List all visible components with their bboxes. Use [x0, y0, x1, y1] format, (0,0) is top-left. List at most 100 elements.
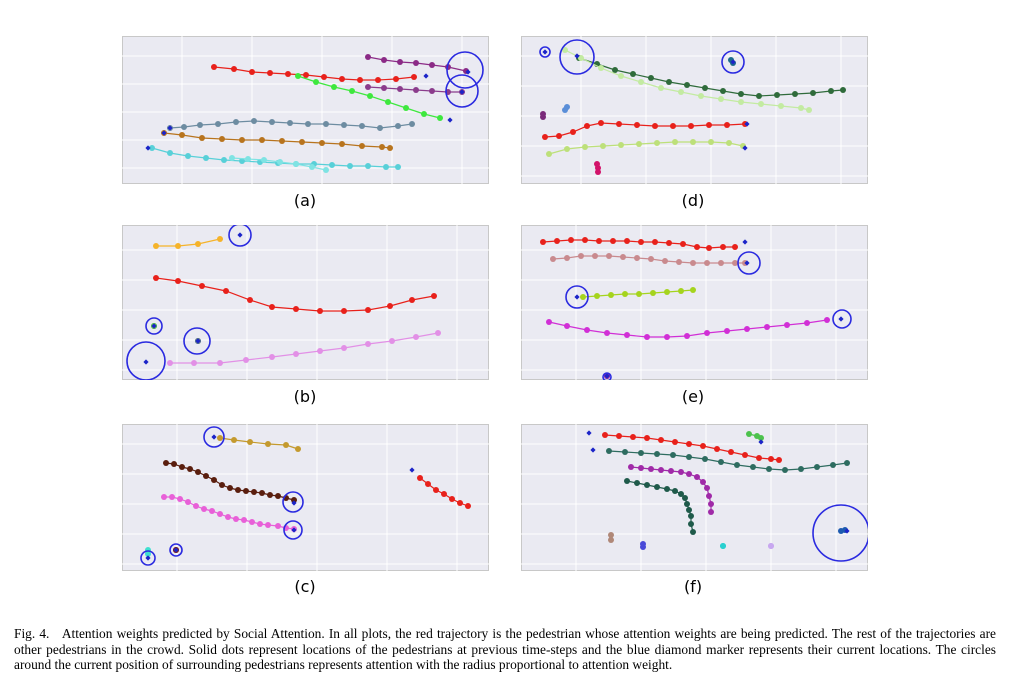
- trajectory-point: [259, 490, 265, 496]
- trajectory-point: [686, 471, 692, 477]
- trajectory-teal: [606, 448, 850, 473]
- trajectory-point: [305, 121, 311, 127]
- trajectory-point: [367, 93, 373, 99]
- trajectory-point: [179, 464, 185, 470]
- trajectory-point: [684, 501, 690, 507]
- trajectory-point: [678, 288, 684, 294]
- trajectory-line: [170, 332, 439, 364]
- panel-a: (a): [122, 36, 489, 210]
- current-location-diamond: [291, 500, 297, 506]
- trajectory-point: [275, 493, 281, 499]
- trajectory-point: [668, 468, 674, 474]
- trajectory-point: [598, 120, 604, 126]
- trajectory-point: [844, 460, 850, 466]
- current-location-diamond: [409, 467, 415, 473]
- trajectory-point: [554, 238, 560, 244]
- trajectory-point: [175, 278, 181, 284]
- trajectory-point: [732, 260, 738, 266]
- trajectory-point: [630, 71, 636, 77]
- trajectory-red: [602, 432, 782, 463]
- current-location-diamond: [604, 373, 610, 379]
- trajectory-point: [714, 446, 720, 452]
- trajectory-point: [556, 133, 562, 139]
- trajectory-rose: [550, 253, 748, 266]
- trajectory-point: [413, 87, 419, 93]
- trajectory-point: [684, 82, 690, 88]
- trajectory-point: [261, 157, 267, 163]
- trajectory-point: [542, 134, 548, 140]
- trajectory-point: [223, 288, 229, 294]
- trajectory-point: [341, 345, 347, 351]
- trajectory-green-stub: [746, 431, 764, 441]
- trajectory-point: [167, 360, 173, 366]
- trajectory-point: [700, 443, 706, 449]
- trajectory-point: [594, 293, 600, 299]
- grid-c: [122, 424, 489, 571]
- trajectory-point: [648, 75, 654, 81]
- trajectory-point: [604, 330, 610, 336]
- trajectory-point: [678, 469, 684, 475]
- panel-e: (e): [521, 225, 868, 406]
- trajectory-point: [670, 452, 676, 458]
- trajectory-point: [323, 167, 329, 173]
- trajectory-point: [359, 123, 365, 129]
- trajectory-violet: [167, 330, 441, 366]
- current-location-diamond: [211, 434, 217, 440]
- trajectory-point: [341, 308, 347, 314]
- trajectory-point: [798, 105, 804, 111]
- trajectory-point: [768, 456, 774, 462]
- trajectory-point: [634, 480, 640, 486]
- trajectory-point: [690, 139, 696, 145]
- grid-e: [521, 225, 868, 380]
- trajectory-point: [666, 79, 672, 85]
- trajectory-point: [437, 115, 443, 121]
- trajectory-pink: [161, 494, 297, 532]
- trajectory-point: [339, 76, 345, 82]
- trajectory-point: [684, 333, 690, 339]
- trajectory-point: [269, 304, 275, 310]
- plot-a: [122, 36, 489, 184]
- trajectory-point: [267, 70, 273, 76]
- trajectory-point: [776, 457, 782, 463]
- caption-text: Attention weights predicted by Social At…: [14, 626, 996, 672]
- trajectory-line: [564, 49, 810, 111]
- trajectory-point: [622, 291, 628, 297]
- trajectory-point: [285, 71, 291, 77]
- attention-circle: [539, 46, 551, 58]
- trajectory-point: [742, 452, 748, 458]
- trajectory-point: [658, 467, 664, 473]
- current-location-diamond: [173, 547, 179, 553]
- trajectory-point: [650, 290, 656, 296]
- trajectory-point: [608, 532, 614, 538]
- trajectory-point: [429, 62, 435, 68]
- trajectory-point: [596, 238, 602, 244]
- trajectory-point: [251, 489, 257, 495]
- trajectory-point: [638, 465, 644, 471]
- plot-c: [122, 424, 489, 571]
- trajectory-point: [718, 459, 724, 465]
- trajectory-point: [359, 143, 365, 149]
- trajectory-point: [167, 150, 173, 156]
- grid-a: [122, 36, 489, 184]
- current-location-diamond: [744, 121, 750, 127]
- trajectory-point: [688, 513, 694, 519]
- current-location-diamond: [167, 125, 173, 131]
- trajectory-point: [169, 494, 175, 500]
- trajectory-red: [417, 475, 471, 509]
- trajectory-point: [209, 508, 215, 514]
- trajectory-point: [664, 486, 670, 492]
- trajectory-point: [726, 140, 732, 146]
- trajectory-point: [243, 357, 249, 363]
- trajectory-point: [233, 516, 239, 522]
- trajectory-point: [658, 85, 664, 91]
- trajectory-point: [295, 446, 301, 452]
- trajectory-purple: [365, 54, 469, 74]
- trajectory-point: [365, 84, 371, 90]
- trajectory-point: [706, 245, 712, 251]
- attention-circle: [446, 51, 484, 89]
- trajectory-point: [413, 60, 419, 66]
- trajectory-point: [708, 509, 714, 515]
- trajectory-point: [620, 254, 626, 260]
- trajectory-point: [606, 448, 612, 454]
- trajectory-point: [624, 332, 630, 338]
